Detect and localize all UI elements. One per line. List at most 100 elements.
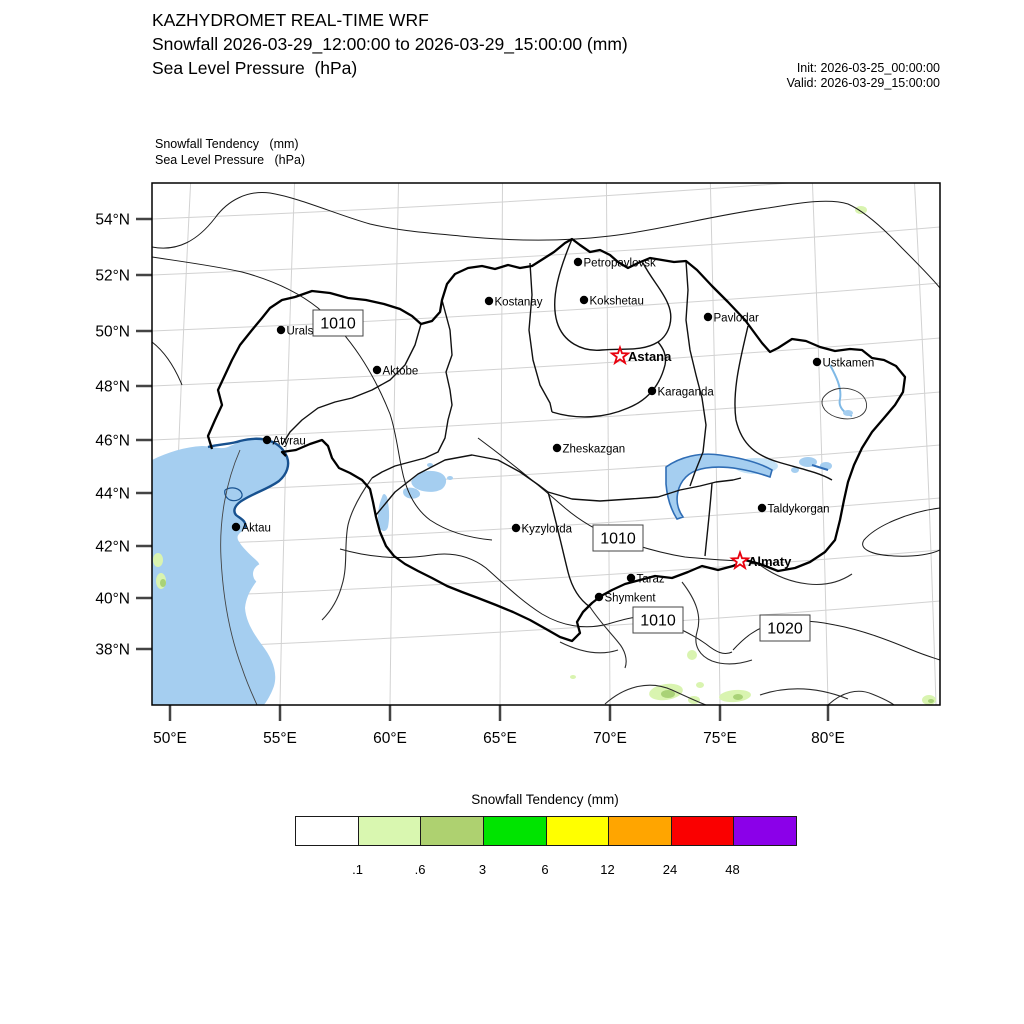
graticule-meridian (279, 183, 296, 705)
oblast-borders (281, 238, 833, 608)
city-dot-icon (757, 503, 767, 513)
city-dot-icon (552, 443, 562, 453)
graticule-parallel (152, 183, 796, 220)
kazakhstan-border (206, 237, 907, 643)
graticule-meridian (913, 183, 937, 705)
oblast-kyzylorda-east (547, 491, 591, 608)
isobar (152, 191, 940, 289)
pressure-label-1010: 1010 (312, 309, 364, 337)
graticule-parallel (152, 226, 940, 276)
pressure-label-text: 1010 (600, 531, 636, 548)
city-taldykorgan: Taldykorgan (757, 503, 830, 516)
border-east-mountains (759, 564, 853, 586)
city-uralsk: Uralsk (276, 326, 319, 338)
aral-dot-2 (427, 463, 433, 467)
city-aktobe: Aktobe (372, 366, 419, 378)
colorbar-tick-label: .6 (414, 862, 426, 877)
map-frame (151, 182, 941, 706)
city-taraz: Taraz (626, 574, 665, 586)
border-south-1 (589, 606, 627, 669)
snowfall-patches (153, 206, 936, 705)
oblast-karaganda-south (375, 454, 742, 516)
lat-tick-label: 52°N (95, 268, 130, 285)
oblast-zhambyl-almaty (704, 482, 713, 557)
pressure-label-1010: 1010 (632, 606, 684, 634)
isobar-segment-west (152, 341, 183, 386)
city-dot-icon (579, 295, 589, 305)
colorbar-tick-label: 12 (600, 862, 615, 877)
lat-tick-label: 48°N (95, 379, 130, 396)
city-label: Astana (628, 349, 672, 364)
karabogaz-gulf (253, 563, 277, 585)
city-label: Aktau (242, 523, 271, 535)
lat-tick-label: 54°N (95, 212, 130, 229)
lat-tick-label: 50°N (95, 324, 130, 341)
water-bodies (152, 364, 853, 705)
city-kostanay: Kostanay (484, 297, 543, 309)
overlay-label-pressure: Sea Level Pressure (hPa) (155, 153, 306, 167)
page-subtitle2: Sea Level Pressure (hPa) (152, 58, 358, 78)
colorbar-tick-label: 24 (662, 862, 678, 877)
map-overlay-labels: Snowfall Tendency (mm) Sea Level Pressur… (155, 136, 305, 168)
graticule-meridian (709, 183, 721, 705)
colorbar-cell (358, 817, 422, 845)
terrain-line-2 (604, 684, 707, 705)
caspian-sea (152, 439, 289, 705)
lon-tick-label: 55°E (263, 730, 297, 747)
city-label: Taraz (637, 574, 665, 586)
isobar-1010-west (152, 256, 493, 541)
lon-tick-label: 65°E (483, 730, 517, 747)
pressure-label-box (592, 524, 644, 552)
terrain-line-4 (827, 690, 895, 705)
lon-tick-label: 50°E (153, 730, 187, 747)
pressure-label-text: 1020 (767, 621, 803, 638)
city-dot-icon (262, 435, 272, 445)
oblast-pavlodar-karaganda (685, 260, 707, 487)
graticule-parallel (152, 337, 940, 387)
aral-sea-small (403, 487, 421, 499)
colorbar-cell (671, 817, 735, 845)
city-label: Shymkent (605, 593, 657, 605)
graticule-meridian (811, 183, 829, 705)
isobar-arc-southeast (862, 507, 940, 557)
snow-patch (733, 694, 743, 700)
colorbar-tick-label: .1 (352, 862, 363, 877)
graticule-meridian (499, 183, 503, 705)
isobar-1010-south (339, 548, 733, 655)
city-karaganda: Karaganda (647, 387, 714, 399)
header-block: KAZHYDROMET REAL-TIME WRF Snowfall 2026-… (152, 8, 628, 80)
pressure-label-1010: 1010 (592, 524, 644, 552)
init-time: Init: 2026-03-25_00:00:00 (796, 61, 940, 75)
city-label: Almaty (748, 554, 792, 569)
pressure-label-text: 1010 (640, 613, 676, 630)
city-label: Aktobe (383, 366, 419, 378)
snow-patch (928, 699, 934, 703)
city-label: Kyzylorda (522, 524, 573, 536)
axis-ticks: 54°N 52°N 50°N 48°N 46°N 44°N 42°N 40°N 38°N 50°E… (95, 212, 845, 748)
colorbar-cell (734, 817, 796, 845)
capital-star-icon (729, 549, 751, 571)
terrain-line-1 (559, 641, 619, 654)
snow-patch (570, 675, 576, 679)
run-info: Init: 2026-03-25_00:00:00 Valid: 2026-03… (787, 61, 940, 91)
aral-sea-west-strip (378, 494, 390, 532)
foreign-borders (321, 477, 895, 705)
city-petropavlovsk: Petropavlovsk (573, 258, 656, 270)
valid-time: Valid: 2026-03-29_15:00:00 (786, 76, 940, 90)
pressure-label-box (759, 614, 811, 642)
city-dot-icon (703, 312, 713, 322)
colorbar-cell (421, 817, 484, 845)
city-dot-icon (594, 592, 604, 602)
oblast-nkz-akmola (554, 238, 672, 351)
oblast-kostanay-east (528, 262, 553, 413)
colorbar (295, 816, 797, 846)
city-kyzylorda: Kyzylorda (511, 524, 573, 536)
colorbar-cell (546, 817, 610, 845)
terrain-line-3 (759, 688, 849, 700)
snow-patch (661, 690, 675, 698)
lat-tick-label: 42°N (95, 539, 130, 556)
city-markers: Petropavlovsk Kostanay Kokshetau Pavlodar Ur… (231, 258, 874, 605)
city-zheskazgan: Zheskazgan (552, 443, 625, 456)
lat-tick-label: 40°N (95, 591, 130, 608)
colorbar-cell (609, 817, 672, 845)
